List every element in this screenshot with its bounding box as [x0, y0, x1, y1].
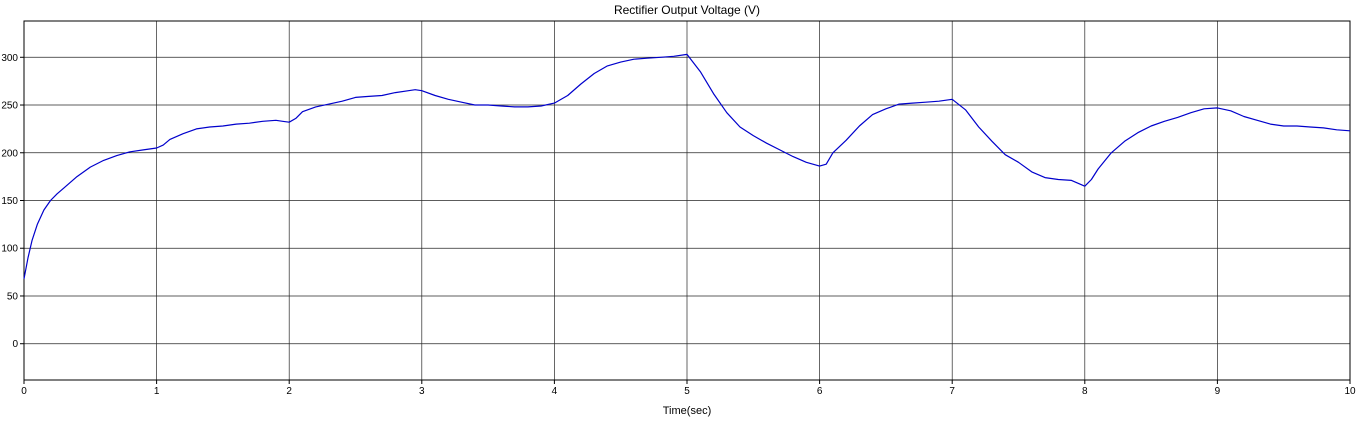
y-tick-label: 300 [1, 53, 18, 64]
x-tick-label: 9 [1215, 386, 1221, 397]
x-tick-label: 10 [1344, 386, 1356, 397]
y-tick-label: 150 [1, 196, 18, 207]
y-tick-label: 250 [1, 101, 18, 112]
x-tick-label: 2 [286, 386, 292, 397]
x-tick-label: 8 [1082, 386, 1088, 397]
x-tick-label: 5 [684, 386, 690, 397]
y-tick-label: 200 [1, 148, 18, 159]
series-line [23, 53, 1351, 279]
y-tick-label: 50 [7, 291, 19, 302]
x-tick-label: 7 [949, 386, 955, 397]
x-tick-label: 3 [419, 386, 425, 397]
x-tick-label: 0 [21, 386, 27, 397]
x-tick-label: 4 [552, 386, 558, 397]
chart-title: Rectifier Output Voltage (V) [614, 3, 760, 17]
y-tick-label: 100 [1, 244, 18, 255]
x-tick-label: 1 [154, 386, 160, 397]
x-axis-label: Time(sec) [663, 405, 711, 417]
y-tick-label: 0 [12, 339, 18, 350]
x-tick-label: 6 [817, 386, 823, 397]
